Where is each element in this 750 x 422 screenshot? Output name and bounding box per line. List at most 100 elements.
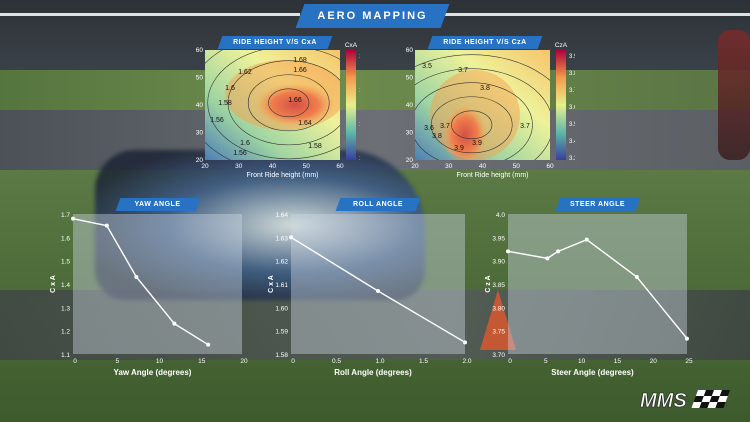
contour-label: 1.62: [238, 69, 252, 76]
mms-logo: MMS: [640, 390, 730, 411]
x-tick-label: 50: [513, 163, 521, 170]
steer-chart-title-text: STEER ANGLE: [569, 201, 626, 208]
x-tick-label: 0: [508, 358, 512, 365]
contour-svg-0: 1.68 1.66 1.62 1.66 1.6 1.58 1.56 1.64 1.6 1.56 1.…: [196, 42, 360, 179]
data-point: [134, 275, 139, 279]
data-point: [685, 336, 689, 341]
yaw-chart-title-text: YAW ANGLE: [134, 201, 181, 208]
colorbar-tick: 1.60: [359, 122, 360, 128]
contour-label: 1.58: [218, 100, 232, 107]
data-point: [71, 216, 75, 221]
y-tick-label: 1.60: [275, 305, 288, 312]
contour-line: [207, 50, 340, 160]
y-tick-label: 1.62: [275, 259, 288, 266]
contour-plot-cxa: RIDE HEIGHT V/S CxA 1.68 1.66 1.62 1.66 1.6 1.…: [190, 36, 360, 196]
x-tick-label: 25: [685, 358, 693, 365]
contour-label: 1.56: [210, 117, 224, 124]
plot-area: [73, 214, 242, 354]
y-tick-label: 20: [406, 157, 414, 164]
contour-label: 1.66: [288, 97, 302, 104]
contour-title-1: RIDE HEIGHT V/S CzA: [427, 36, 543, 49]
contour-label: 1.6: [225, 85, 235, 92]
contour-label: 1.56: [233, 150, 247, 157]
contour-label: 3.8: [480, 85, 490, 92]
x-tick-label: 1.0: [375, 358, 384, 365]
race-car-image: [95, 150, 425, 300]
x-tick-label: 40: [269, 163, 277, 170]
colorbar-tick: 1.70: [359, 54, 360, 60]
contour-line: [415, 68, 550, 160]
y-tick-label: 3.95: [492, 235, 505, 242]
x-tick-label: 20: [411, 163, 419, 170]
contour-label: 1.64: [298, 120, 312, 127]
x-tick-label: 60: [336, 163, 344, 170]
x-tick-label: 30: [235, 163, 243, 170]
title-banner: AERO MAPPING: [295, 4, 450, 28]
contour-svg-1: 3.53.73.83.6 3.73.83.93.93.720 30 40 50 60203…: [406, 42, 575, 179]
colorbar-tick: 3.5: [569, 122, 575, 128]
y-axis-label: C x A: [268, 275, 275, 293]
contour-label: 1.58: [308, 143, 322, 150]
contour-line: [268, 88, 310, 118]
traffic-cone-image: [480, 290, 516, 350]
x-tick-label: 40: [479, 163, 487, 170]
y-tick-label: 1.61: [275, 282, 288, 289]
contour-label: 3.5: [422, 63, 432, 70]
yaw-chart-title: YAW ANGLE: [115, 198, 200, 211]
x-tick-label: 5: [115, 358, 119, 365]
roll-chart-title-text: ROLL ANGLE: [352, 201, 404, 208]
y-axis-label: C z A: [485, 275, 492, 292]
contour-region: [430, 70, 520, 160]
y-tick-label: 40: [406, 102, 414, 109]
x-tick-label: 2.0: [462, 358, 471, 365]
contour-label: 3.7: [458, 67, 468, 74]
y-tick-label: 3.80: [492, 305, 505, 312]
yaw-chart-svg: 0 5 10 15 20 1.7 1.6 1.5 1.4 1.3 1.2 1.1 Yaw Angle (…: [50, 212, 248, 377]
y-tick-label: 30: [196, 130, 204, 137]
x-tick-label: 60: [546, 163, 554, 170]
steer-chart-title: STEER ANGLE: [555, 198, 640, 211]
series-line: [507, 238, 688, 340]
x-tick-label: 15: [614, 358, 622, 365]
data-point: [545, 256, 550, 261]
x-tick-label: 20: [240, 358, 248, 365]
x-axis-label: Front Ride height (mm): [457, 172, 529, 179]
y-tick-label: 60: [406, 47, 414, 54]
x-tick-label: 10: [578, 358, 586, 365]
y-tick-label: 1.5: [61, 259, 70, 266]
x-axis-label: Front Ride height (mm): [247, 172, 319, 179]
colorbar-tick: 1.55: [359, 156, 360, 162]
contour-line: [415, 82, 533, 160]
yaw-angle-chart: YAW ANGLE 0 5 10 15 20 1.7 1.6 1.5 1.4 1.3 1.2 1.1 Ya…: [45, 198, 250, 386]
y-axis-label: C x A: [50, 275, 57, 293]
title-deco-right: [445, 13, 750, 16]
colorbar-tick: 3.7: [569, 88, 575, 94]
steer-angle-chart: STEER ANGLE 0 5 10 15 20 25 4.0 3.95 3.90 3.85 3.80…: [480, 198, 695, 386]
y-tick-label: 1.2: [61, 329, 70, 336]
x-tick-label: 0: [291, 358, 295, 365]
y-tick-label: 4.0: [496, 212, 505, 219]
y-tick-label: 1.59: [275, 329, 288, 336]
svg-text:MMS: MMS: [640, 390, 687, 411]
data-point: [206, 342, 211, 347]
contour-title-0: RIDE HEIGHT V/S CxA: [217, 36, 333, 49]
x-tick-label: 50: [303, 163, 311, 170]
contour-line: [415, 54, 550, 81]
x-tick-label: 0: [73, 358, 77, 365]
y-tick-label: 1.6: [61, 235, 70, 242]
x-tick-label: 20: [201, 163, 209, 170]
steer-chart-svg: 0 5 10 15 20 25 4.0 3.95 3.90 3.85 3.80 3.75 3.70 Ste…: [485, 212, 693, 377]
y-tick-label: 1.63: [275, 235, 288, 242]
contour-label: 3.9: [472, 140, 482, 147]
contour-label: 3.6: [424, 125, 434, 132]
y-tick-label: 1.64: [275, 212, 288, 219]
y-tick-label: 20: [196, 157, 204, 164]
y-tick-label: 50: [406, 75, 414, 82]
y-tick-label: 3.85: [492, 282, 505, 289]
contour-label: 3.7: [440, 123, 450, 130]
roll-angle-chart: ROLL ANGLE 0 0.5 1.0 1.5 2.0 1.64 1.63 1.62 1.61 1…: [263, 198, 473, 386]
colorbar-label: CxA: [345, 42, 358, 49]
x-axis-label: Steer Angle (degrees): [551, 368, 634, 377]
colorbar-tick: 3.8: [569, 71, 575, 77]
contour-label: 3.9: [454, 145, 464, 152]
